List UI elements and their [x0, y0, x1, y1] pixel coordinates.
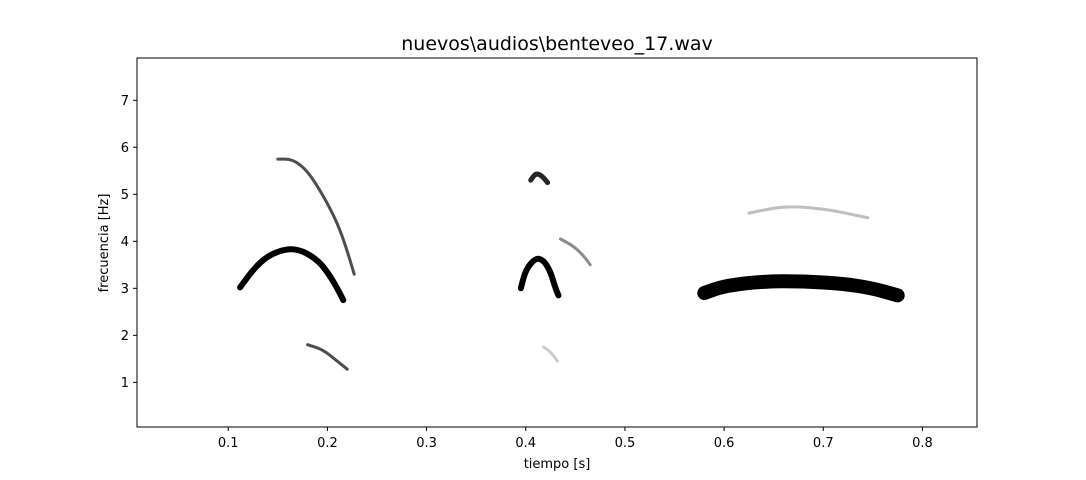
y-tick-label: 3 [121, 282, 129, 297]
spectrogram-stroke-note1-main [237, 246, 347, 304]
y-tick-label: 4 [121, 235, 129, 250]
x-tick-label: 0.4 [515, 436, 536, 451]
spectrogram-stroke-note2-side [559, 237, 592, 267]
x-tick-label: 0.1 [218, 436, 239, 451]
x-tick-label: 0.7 [813, 436, 834, 451]
x-axis-label: tiempo [s] [524, 457, 591, 472]
y-tick-label: 7 [121, 94, 129, 109]
spectrogram-stroke-note2-harmonic [528, 171, 551, 186]
spectrogram-stroke-note3-harmonic [747, 205, 870, 220]
y-axis: 1 2 3 4 5 6 7 [121, 94, 137, 391]
x-tick-label: 0.6 [714, 436, 735, 451]
y-tick-label: 5 [121, 188, 129, 203]
x-tick-label: 0.8 [912, 436, 933, 451]
spectrogram-stroke-note1-low [306, 343, 349, 371]
x-tick-label: 0.3 [416, 436, 437, 451]
chart-title: nuevos\audios\benteveo_17.wav [401, 33, 713, 55]
spectrogram-stroke-note1-harmonic [276, 157, 356, 276]
x-tick-label: 0.2 [317, 436, 338, 451]
x-axis: 0.1 0.2 0.3 0.4 0.5 0.6 0.7 0.8 [218, 427, 933, 451]
y-tick-label: 6 [121, 141, 129, 156]
spectrogram-strokes [237, 157, 905, 371]
spectrogram-stroke-note2-faint [542, 345, 559, 363]
y-tick-label: 2 [121, 329, 129, 344]
spectrogram-stroke-note2-main [517, 255, 562, 299]
x-tick-label: 0.5 [615, 436, 636, 451]
y-tick-label: 1 [121, 376, 129, 391]
y-axis-label: frecuencia [Hz] [97, 194, 112, 293]
spectrogram-stroke-note3-main [697, 274, 905, 303]
plot-area [136, 57, 978, 428]
